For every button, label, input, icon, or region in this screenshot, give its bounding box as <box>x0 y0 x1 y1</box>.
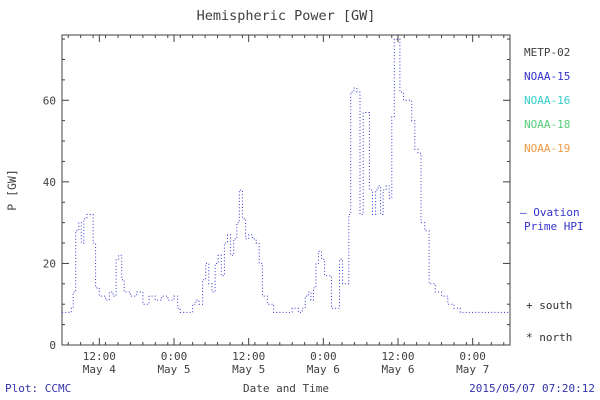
chart-title: Hemispheric Power [GW] <box>197 8 376 24</box>
hpi-series <box>62 38 510 313</box>
y-axis-label: P [GW] <box>5 169 19 211</box>
legend-ovation-line1: – Ovation <box>520 206 580 219</box>
x-tick-time: 0:00 <box>161 350 188 363</box>
legend-item-metp-02: METP-02 <box>524 46 570 59</box>
legend-satellites: METP-02 NOAA-15 NOAA-16 NOAA-18 NOAA-19 <box>524 46 570 155</box>
y-tick-label: 20 <box>43 257 56 270</box>
x-tick-time: 0:00 <box>310 350 337 363</box>
legend-north-marker: * north <box>526 331 572 344</box>
x-tick-time: 12:00 <box>83 350 116 363</box>
x-tick-time: 0:00 <box>459 350 486 363</box>
x-tick-date: May 6 <box>307 363 340 376</box>
y-tick-label: 60 <box>43 94 56 107</box>
x-tick-date: May 7 <box>456 363 489 376</box>
legend-item-noaa-18: NOAA-18 <box>524 118 570 131</box>
x-tick-date: May 5 <box>232 363 265 376</box>
x-tick-time: 12:00 <box>232 350 265 363</box>
legend-south-marker: + south <box>526 299 572 312</box>
legend-ovation-line2: Prime HPI <box>524 220 584 233</box>
plot-credit: Plot: CCMC <box>5 382 71 395</box>
legend-item-noaa-19: NOAA-19 <box>524 142 570 155</box>
legend-item-noaa-15: NOAA-15 <box>524 70 570 83</box>
y-tick-label: 0 <box>49 339 56 352</box>
timestamp: 2015/05/07 07:20:12 <box>469 382 595 395</box>
legend-item-noaa-16: NOAA-16 <box>524 94 570 107</box>
x-tick-date: May 4 <box>83 363 116 376</box>
x-tick-date: May 5 <box>157 363 190 376</box>
plot-frame <box>61 34 511 346</box>
x-axis-label: Date and Time <box>243 382 329 395</box>
hpi-step-line <box>62 38 510 313</box>
x-tick-date: May 6 <box>381 363 414 376</box>
x-tick-time: 12:00 <box>381 350 414 363</box>
y-tick-label: 40 <box>43 176 56 189</box>
